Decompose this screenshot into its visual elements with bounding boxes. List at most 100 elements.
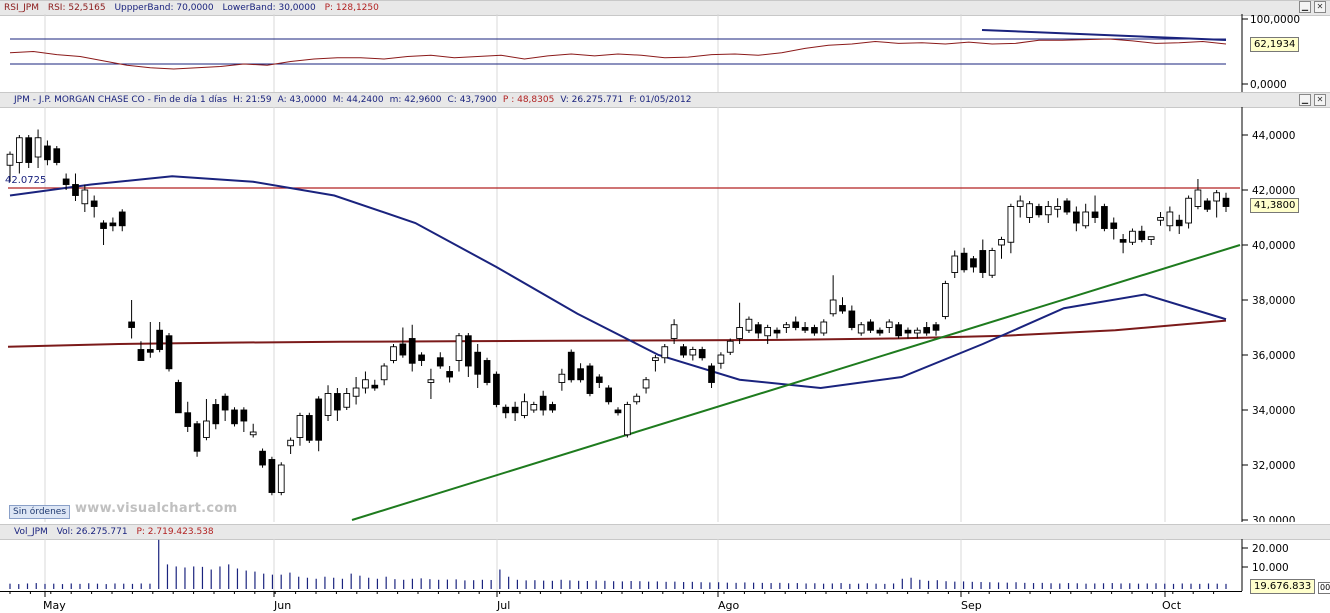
candle — [1138, 225, 1146, 243]
candle — [137, 341, 145, 361]
candle — [521, 393, 528, 419]
candle — [1035, 203, 1043, 218]
price-m: M: 44,2400 — [332, 95, 384, 105]
rsi-grid — [44, 14, 1166, 92]
vol-tick-20000: 20.000 — [1252, 543, 1289, 555]
candle-body-down — [109, 222, 117, 227]
price-overlays — [7, 175, 1241, 521]
candle-body-down — [1110, 222, 1118, 229]
candle-body-down — [464, 335, 472, 367]
price-minimize-button[interactable]: ▁ — [1299, 94, 1311, 106]
candle-body-down — [1091, 211, 1099, 218]
candle-body-up — [624, 404, 631, 436]
candle-body-down — [708, 365, 715, 383]
candle-body-down — [979, 250, 987, 273]
candle — [25, 135, 33, 168]
candle — [175, 379, 182, 414]
candle — [90, 195, 98, 218]
candle — [913, 327, 921, 339]
candle-body-up — [203, 420, 210, 438]
candle — [549, 401, 556, 413]
candle-body-up — [324, 393, 332, 416]
candle — [436, 352, 444, 369]
candle-body-down — [792, 321, 800, 328]
orders-badge[interactable]: Sin órdenes — [9, 505, 71, 519]
rsi-upper-band: UppperBand: 70,0000 — [114, 3, 214, 13]
candle — [221, 393, 229, 421]
candle — [296, 412, 304, 446]
vol-tick-10000: 10.000 — [1252, 562, 1289, 574]
candle — [464, 333, 472, 377]
candle — [72, 173, 79, 201]
candle-body-up — [1044, 206, 1052, 216]
candle-body-up — [652, 357, 659, 361]
candle-body-down — [754, 324, 762, 334]
candle — [446, 366, 453, 383]
candle-body-down — [146, 349, 154, 353]
candle — [418, 352, 425, 366]
rsi-close-button[interactable]: ✕ — [1314, 1, 1326, 13]
rsi-value: RSI: 52,5165 — [47, 3, 106, 13]
candle — [1194, 179, 1202, 210]
candle — [1147, 236, 1155, 245]
candle-body-up — [670, 324, 678, 339]
watermark: www.visualchart.com — [75, 501, 238, 516]
candle-body-down — [156, 329, 164, 350]
candle — [614, 407, 622, 416]
candle — [1119, 234, 1127, 254]
candle-body-down — [1119, 239, 1127, 243]
month-ago: Ago — [718, 599, 740, 612]
candle — [184, 401, 192, 432]
candle-body-up — [1129, 230, 1136, 243]
rsi-name: RSI_JPM — [4, 3, 39, 13]
price-tick-label: 38,0000 — [1252, 295, 1295, 307]
price-f: F: 01/05/2012 — [629, 95, 692, 105]
candle-body-down — [614, 409, 622, 414]
candle — [726, 338, 734, 355]
candle-body-up — [427, 379, 435, 383]
candle — [156, 322, 164, 353]
candle-body-down — [334, 393, 341, 411]
candle-body-down — [137, 349, 145, 361]
candle-body-up — [521, 401, 528, 416]
rsi-minimize-button[interactable]: ▁ — [1299, 1, 1311, 13]
candle-body-down — [773, 329, 781, 334]
candle — [16, 135, 23, 174]
month-jun: Jun — [273, 599, 291, 612]
volume-header: Vol_JPM Vol: 26.275.771 P: 2.719.423.538 — [0, 524, 1330, 540]
candle-body-down — [175, 382, 182, 414]
candle — [305, 412, 313, 443]
rsi-tick-0: 0,0000 — [1250, 79, 1287, 91]
candle-body-down — [895, 324, 902, 337]
candle-body-up — [1157, 217, 1164, 221]
candle-body-down — [970, 258, 977, 268]
candle — [811, 324, 818, 336]
candle — [698, 346, 706, 361]
candle-body-down — [595, 376, 603, 383]
candle-body-down — [446, 371, 453, 378]
candle — [642, 377, 650, 394]
candle-body-up — [1054, 206, 1061, 210]
candle-body-up — [1007, 206, 1015, 243]
candle-body-down — [848, 310, 856, 328]
candle-body-down — [904, 329, 912, 334]
candle-body-up — [633, 395, 641, 403]
candle-body-up — [913, 329, 921, 334]
candle — [1166, 206, 1174, 232]
candle — [1007, 203, 1015, 254]
candle — [502, 404, 510, 419]
candle-body-up — [455, 335, 463, 361]
candle — [511, 401, 519, 421]
candle — [81, 184, 89, 212]
candle-body-down — [483, 360, 491, 383]
candle-body-up — [988, 250, 996, 276]
candle — [885, 319, 893, 333]
price-close-button[interactable]: ✕ — [1314, 94, 1326, 106]
candle-body-down — [1063, 200, 1071, 213]
candle-body-up — [998, 239, 1005, 246]
candle — [1054, 198, 1061, 218]
candle — [829, 275, 837, 317]
candle — [1026, 201, 1033, 223]
candle — [689, 346, 697, 361]
candle — [1213, 190, 1220, 218]
